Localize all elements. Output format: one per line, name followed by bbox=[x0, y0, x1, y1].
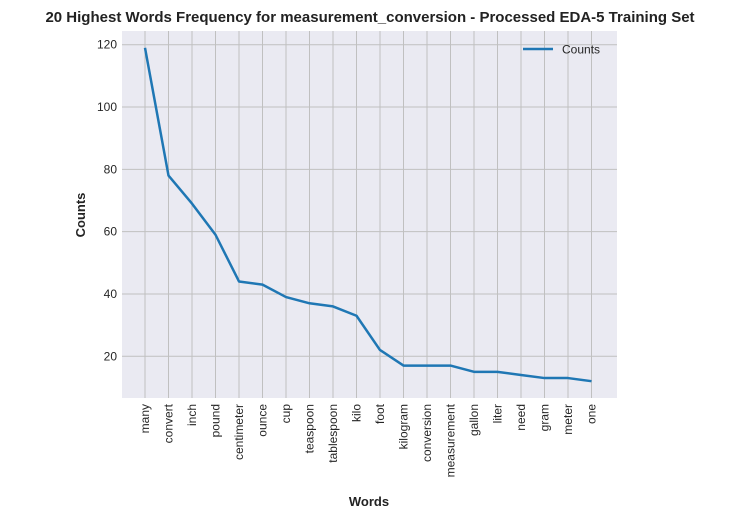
x-tick-label: foot bbox=[373, 403, 387, 424]
x-tick-label: cup bbox=[279, 404, 293, 424]
y-gridlines bbox=[122, 44, 617, 357]
y-tick-labels: 20 40 60 80 100 120 bbox=[97, 38, 117, 364]
x-tick-label: tablespoon bbox=[326, 404, 340, 463]
y-tick-label: 100 bbox=[97, 100, 117, 114]
y-axis-label: Counts bbox=[73, 193, 88, 238]
x-tick-labels: many convert inch pound centimeter ounce cup te… bbox=[138, 403, 599, 477]
y-tick-label: 20 bbox=[104, 349, 118, 363]
series-line-counts bbox=[143, 47, 592, 383]
x-gridlines bbox=[144, 31, 592, 398]
y-tick-label: 80 bbox=[104, 162, 118, 176]
x-tick-label: need bbox=[514, 404, 528, 431]
x-tick-label: pound bbox=[209, 404, 223, 437]
plot-area bbox=[122, 31, 617, 398]
x-tick-label: kilo bbox=[350, 404, 364, 422]
x-tick-label: conversion bbox=[420, 404, 434, 462]
x-tick-label: kilogram bbox=[397, 404, 411, 449]
x-tick-label: liter bbox=[491, 404, 505, 423]
x-tick-label: measurement bbox=[444, 403, 458, 477]
x-tick-label: meter bbox=[561, 404, 575, 435]
x-tick-label: centimeter bbox=[232, 404, 246, 460]
y-tick-label: 120 bbox=[97, 38, 117, 52]
x-tick-label: teaspoon bbox=[303, 404, 317, 453]
x-axis-label: Words bbox=[349, 494, 389, 509]
x-tick-label: one bbox=[585, 404, 599, 424]
x-tick-label: ounce bbox=[256, 404, 270, 437]
x-tick-label: inch bbox=[185, 404, 199, 426]
legend-label-counts: Counts bbox=[562, 43, 600, 57]
x-tick-label: many bbox=[138, 404, 152, 433]
x-tick-label: convert bbox=[162, 403, 176, 443]
chart-title: 20 Highest Words Frequency for measureme… bbox=[45, 9, 694, 26]
legend: Counts bbox=[523, 43, 600, 57]
x-tick-label: gram bbox=[538, 404, 552, 431]
y-tick-label: 40 bbox=[104, 287, 118, 301]
y-tick-label: 60 bbox=[104, 225, 118, 239]
x-tick-label: gallon bbox=[467, 404, 481, 436]
